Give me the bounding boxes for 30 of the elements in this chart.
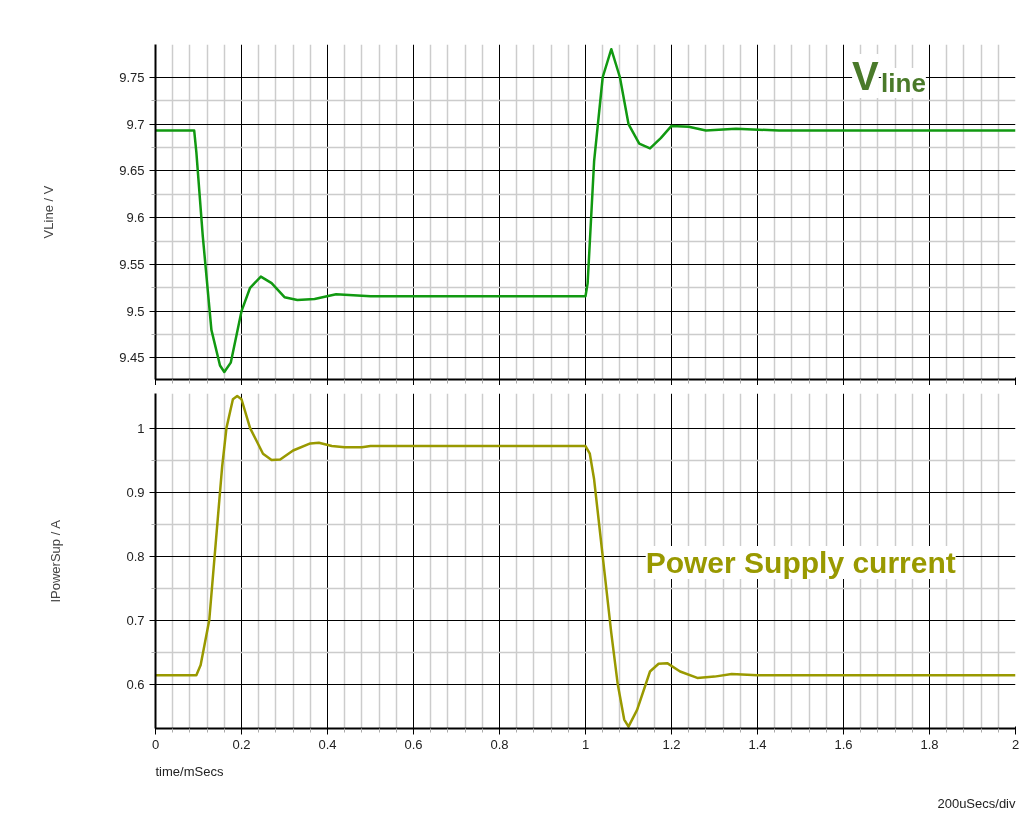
y-axis-title: IPowerSup / A [48, 519, 64, 603]
x-tick-label: 2 [1011, 736, 1020, 752]
x-tick-label: 0 [151, 736, 160, 752]
x-tick-label: 0.2 [232, 736, 251, 752]
y-tick-label: 9.65 [119, 163, 145, 179]
y-tick-label: 0.7 [126, 612, 145, 628]
y-tick-label: 9.75 [119, 69, 145, 85]
y-tick-label: 9.45 [119, 350, 145, 366]
x-tick-label: 1.6 [834, 736, 853, 752]
x-tick-label: 0.4 [318, 736, 337, 752]
y-axis-title: VLine / V [41, 185, 57, 239]
y-tick-label: 1 [137, 420, 145, 436]
annotation: Power Supply current [645, 546, 956, 580]
x-axis-title: time/mSecs [155, 763, 224, 779]
x-tick-label: 1.4 [748, 736, 767, 752]
x-tick-label: 1.2 [662, 736, 681, 752]
y-tick-label: 0.8 [126, 548, 145, 564]
y-tick-label: 9.5 [126, 303, 145, 319]
y-tick-label: 9.6 [126, 210, 145, 226]
text: 200uSecs/div [937, 795, 1016, 811]
y-tick-label: 9.55 [119, 256, 145, 272]
x-tick-label: 1 [581, 736, 590, 752]
y-tick-label: 0.6 [126, 676, 145, 692]
y-tick-label: 0.9 [126, 484, 145, 500]
x-tick-label: 0.8 [490, 736, 509, 752]
y-tick-label: 9.7 [126, 116, 145, 132]
x-tick-label: 0.6 [404, 736, 423, 752]
annotation: Vline [852, 54, 926, 99]
x-tick-label: 1.8 [920, 736, 939, 752]
line-series [155, 47, 1016, 374]
